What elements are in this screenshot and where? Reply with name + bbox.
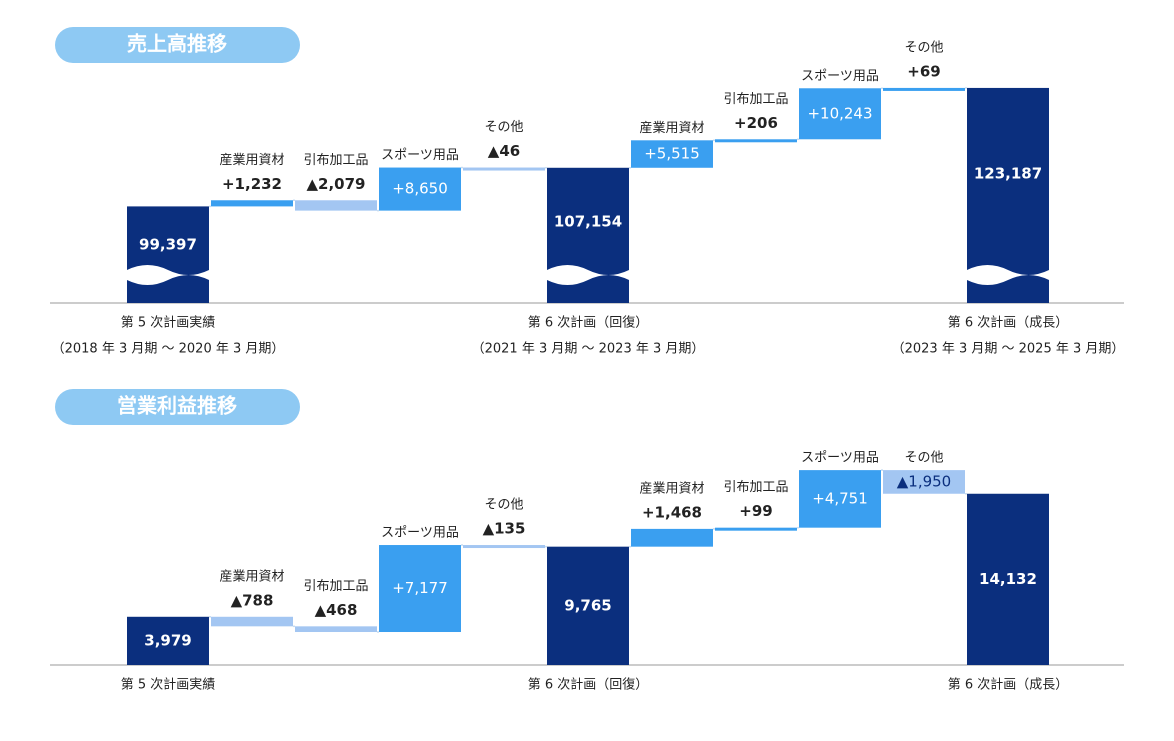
category-label: 産業用資材 [639,480,704,496]
total-bar [127,616,209,665]
category-label: スポーツ用品 [381,148,459,163]
value-label: +69 [907,62,940,80]
delta-bar [631,140,713,168]
delta-bar [799,470,881,528]
delta-bar [799,88,881,140]
category-label: その他 [904,40,943,55]
x-tick-label: 第 6 次計画（回復） [528,677,649,693]
total-label: 14,132 [979,570,1037,588]
total-label: 9,765 [564,596,611,614]
delta-bar [379,545,461,633]
x-tick-label: 第 6 次計画（回復） [528,315,649,331]
axis-break [967,265,1049,285]
value-label: ▲135 [483,520,526,538]
delta-bar [463,545,545,549]
value-label: +1,468 [642,503,702,521]
category-label: その他 [484,120,523,135]
x-tick-label: 第 6 次計画（成長） [948,677,1069,693]
value-label: ▲2,079 [307,175,366,193]
axis-break [547,265,629,285]
x-tick-label: 第 6 次計画（成長） [948,315,1069,331]
total-label: 99,397 [139,236,197,254]
category-label: 引布加工品 [303,579,368,594]
delta-bar [715,139,797,143]
value-label: +7,177 [392,579,448,597]
category-label: 産業用資材 [219,152,284,168]
value-label: ▲46 [488,142,520,160]
delta-bar [631,528,713,547]
delta-bar [883,470,965,494]
delta-bar [463,167,545,171]
value-label: ▲788 [231,591,274,609]
value-label: +1,232 [222,175,282,193]
x-tick-sublabel: （2018 年 3 月期 ～ 2020 年 3 月期） [52,342,285,357]
total-bar [127,206,209,303]
delta-bar [211,616,293,627]
x-tick-sublabel: （2021 年 3 月期 ～ 2023 年 3 月期） [472,342,705,357]
category-label: 引布加工品 [723,480,788,495]
title-pill [55,27,300,63]
value-label: +4,751 [812,489,868,507]
delta-bar [295,626,377,633]
category-label: 引布加工品 [303,153,368,168]
value-label: +206 [734,114,778,132]
value-label: +10,243 [807,104,872,122]
delta-bar [715,527,797,531]
total-label: 123,187 [974,164,1042,182]
chart-title: 売上高推移 [127,32,227,56]
delta-bar [883,87,965,91]
x-tick-label: 第 5 次計画実績 [121,315,216,331]
category-label: その他 [484,498,523,513]
x-tick-label: 第 5 次計画実績 [121,677,216,693]
category-label: スポーツ用品 [801,451,879,466]
total-label: 3,979 [144,631,191,649]
delta-bar [379,167,461,211]
category-label: スポーツ用品 [381,526,459,541]
category-label: その他 [904,451,943,466]
delta-bar [211,200,293,207]
value-label: +8,650 [392,180,448,198]
total-bar [967,493,1049,665]
total-bar [547,546,629,665]
total-label: 107,154 [554,212,622,230]
chart-title: 営業利益推移 [117,394,237,418]
value-label: ▲468 [315,601,358,619]
axis-break [127,265,209,285]
value-label: +99 [739,502,772,520]
delta-bar [295,200,377,211]
category-label: スポーツ用品 [801,69,879,84]
x-tick-sublabel: （2023 年 3 月期 ～ 2025 年 3 月期） [892,342,1125,357]
title-pill [55,389,300,425]
category-label: 産業用資材 [639,120,704,136]
value-label: +5,515 [644,145,700,163]
value-label: ▲1,950 [897,472,951,490]
category-label: 引布加工品 [723,92,788,107]
category-label: 産業用資材 [219,568,284,584]
